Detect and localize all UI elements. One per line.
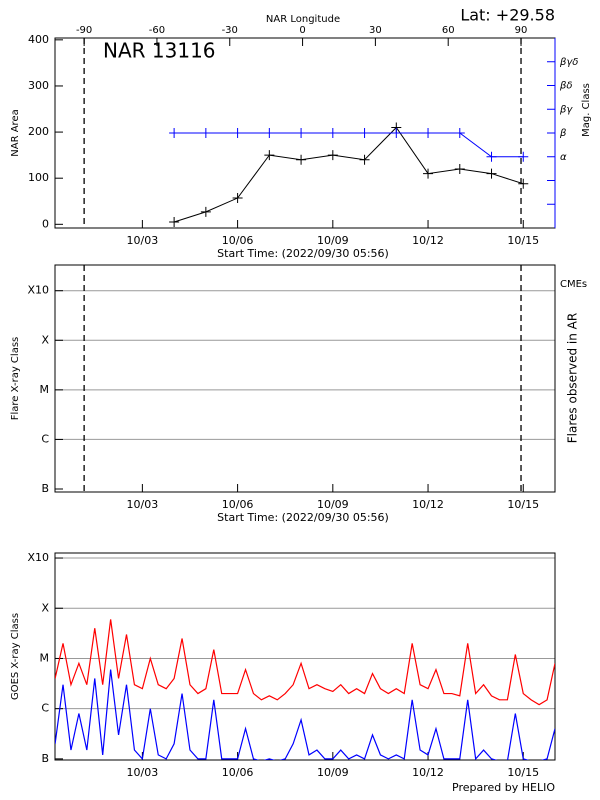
point-marker <box>359 128 370 138</box>
series-line <box>174 132 524 158</box>
plot-frame <box>54 264 556 493</box>
point-marker <box>296 154 307 165</box>
footer: Prepared by HELIO <box>452 781 555 794</box>
x-tick-label: 10/15 <box>507 498 539 511</box>
x-tick-label: 10/12 <box>412 766 444 779</box>
y-tick-label: 200 <box>28 125 49 138</box>
x-tick-label: 10/06 <box>222 234 254 247</box>
x2-tick-label: 0 <box>299 25 305 36</box>
point-marker <box>423 168 434 179</box>
y-tick-label: 100 <box>28 171 49 184</box>
series-line <box>55 669 555 760</box>
x-tick-label: 10/12 <box>412 498 444 511</box>
x-tick-label: 10/15 <box>507 766 539 779</box>
plot-frame <box>54 552 556 761</box>
x-axis-label: Start Time: (2022/09/30 05:56) <box>217 247 389 260</box>
x-tick-label: 10/09 <box>317 766 349 779</box>
y-axis-label: Flare X-ray Class <box>10 337 21 421</box>
x-tick-label: 10/15 <box>507 234 539 247</box>
y-tick-label: X10 <box>27 551 49 564</box>
y-tick-label: C <box>41 432 49 445</box>
point-marker <box>518 178 529 189</box>
y-tick-label: 0 <box>42 217 49 230</box>
x-tick-label: 10/09 <box>317 498 349 511</box>
point-marker <box>454 163 465 174</box>
y-tick-label: B <box>41 482 49 495</box>
point-marker <box>169 217 180 228</box>
annotation: CMEs <box>560 279 587 290</box>
y2-axis-label: Mag. Class <box>581 83 592 137</box>
point-marker <box>264 128 275 138</box>
x2-tick-label: 30 <box>369 25 382 36</box>
chart-title: NAR 13116 <box>103 39 216 63</box>
x2-tick-label: 60 <box>442 25 455 36</box>
y-tick-label: C <box>41 702 49 715</box>
point-marker <box>200 206 211 217</box>
point-marker <box>169 128 180 138</box>
x2-tick-label: -60 <box>149 25 165 36</box>
x2-tick-label: 90 <box>515 25 528 36</box>
y-tick-label: X <box>41 601 49 614</box>
point-marker <box>232 128 243 138</box>
x-tick-label: 10/06 <box>222 498 254 511</box>
y-tick-label: X10 <box>27 284 49 297</box>
point-marker <box>391 128 402 138</box>
x-tick-label: 10/06 <box>222 766 254 779</box>
point-marker <box>423 128 434 138</box>
x2-tick-label: -90 <box>76 25 92 36</box>
point-marker <box>454 128 465 138</box>
y2-tick-label: β <box>559 128 567 139</box>
y-tick-label: M <box>40 651 50 664</box>
point-marker <box>264 150 275 161</box>
series-line <box>55 619 555 706</box>
y-tick-label: 300 <box>28 79 49 92</box>
point-marker <box>327 150 338 161</box>
point-marker <box>200 128 211 138</box>
x-tick-label: 10/03 <box>127 234 159 247</box>
y-tick-label: 400 <box>28 33 49 46</box>
y2-tick-label: α <box>560 152 567 163</box>
point-marker <box>518 151 529 162</box>
x-axis-label: Start Time: (2022/09/30 05:56) <box>217 511 389 524</box>
point-marker <box>486 168 497 179</box>
point-marker <box>327 128 338 138</box>
x-tick-label: 10/03 <box>127 766 159 779</box>
x-tick-label: 10/12 <box>412 234 444 247</box>
point-marker <box>296 128 307 138</box>
y2-tick-label: βδ <box>559 81 573 92</box>
y-tick-label: B <box>41 752 49 765</box>
x-tick-label: 10/03 <box>127 498 159 511</box>
point-marker <box>486 151 497 162</box>
y-tick-label: M <box>40 383 50 396</box>
point-marker <box>359 154 370 165</box>
series-line <box>173 126 524 223</box>
annotation: Lat: +29.58 <box>460 6 555 25</box>
x-tick-label: 10/09 <box>317 234 349 247</box>
y2-tick-label: βγδ <box>559 57 578 68</box>
y-axis-label: NAR Area <box>10 109 21 156</box>
x2-tick-label: -30 <box>222 25 238 36</box>
y-axis-label: GOES X-ray Class <box>10 613 21 700</box>
y2-axis-label: Flares observed in AR <box>566 313 580 443</box>
point-marker <box>232 193 243 204</box>
y2-tick-label: βγ <box>559 104 573 115</box>
x2-axis-label: NAR Longitude <box>266 14 340 25</box>
y-tick-label: X <box>41 333 49 346</box>
